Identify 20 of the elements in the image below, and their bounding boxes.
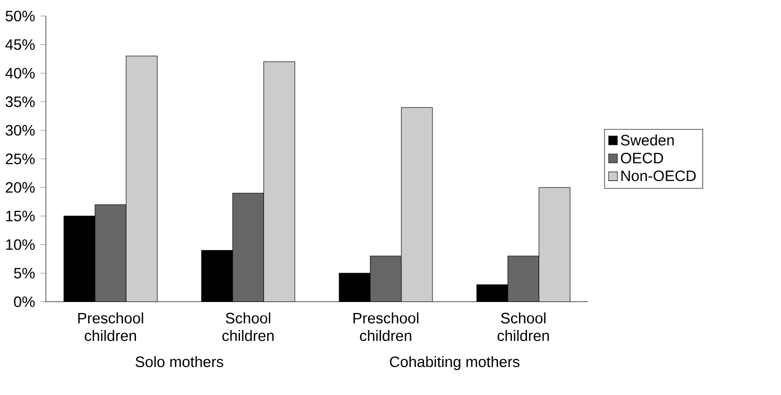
x-tick-label: Preschool children xyxy=(353,312,418,342)
legend-label: OECD xyxy=(620,152,664,164)
y-tick-label: 5% xyxy=(14,268,35,278)
x-tick-label: School children xyxy=(498,312,549,342)
y-tick-label: 0% xyxy=(14,296,35,308)
y-tick-label: 20% xyxy=(6,182,35,193)
y-tick-label: 25% xyxy=(6,154,35,164)
y-tick-label: 30% xyxy=(6,124,35,136)
y-tick-label: 40% xyxy=(5,68,35,78)
y-tick-label: 35% xyxy=(6,96,35,108)
y-tick-label: 15% xyxy=(6,210,35,222)
text: Cohabiting mothers xyxy=(390,356,520,370)
x-tick-label: Preschool children xyxy=(78,312,144,342)
text: Solo mothers xyxy=(136,356,224,368)
legend-label: Sweden xyxy=(620,134,674,146)
legend-label: Non-OECD xyxy=(621,170,696,182)
y-tick-label: 10% xyxy=(6,239,35,250)
y-tick-label: 45% xyxy=(5,39,35,50)
y-tick-label: 50% xyxy=(6,10,35,22)
x-tick-label: School children xyxy=(222,312,274,342)
